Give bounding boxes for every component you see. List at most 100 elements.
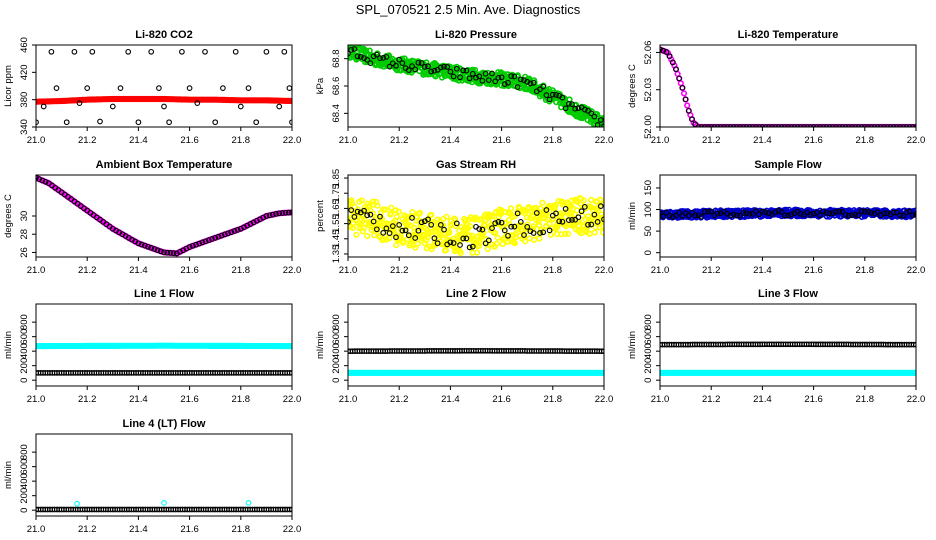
data-point — [437, 222, 444, 228]
y-tick-label: 28 — [19, 229, 30, 240]
data-point — [89, 48, 96, 55]
y-tick-label: 800 — [19, 314, 30, 330]
data-point — [117, 85, 124, 91]
data-point — [358, 197, 365, 204]
data-point — [791, 210, 798, 217]
data-point — [508, 73, 515, 79]
x-tick-label: 21.0 — [651, 265, 670, 276]
data-point — [680, 90, 688, 97]
data-point — [167, 250, 174, 256]
data-point — [912, 369, 916, 376]
data-point — [695, 212, 702, 219]
data-point — [429, 228, 436, 235]
data-point — [765, 210, 772, 217]
y-tick-label: 1.55 — [331, 214, 342, 233]
y-axis-label: ml/min — [627, 202, 638, 230]
panel-title: Line 1 Flow — [134, 288, 194, 300]
data-point — [194, 100, 201, 106]
data-point — [546, 220, 553, 227]
data-point — [383, 54, 390, 60]
data-point — [521, 232, 527, 238]
y-tick-label: 150 — [643, 180, 654, 196]
data-point — [444, 64, 451, 70]
data-point — [453, 220, 460, 227]
data-point — [549, 91, 556, 98]
y-tick-label: 0 — [643, 250, 654, 255]
plot-frame — [347, 303, 605, 387]
data-point — [746, 211, 753, 217]
x-tick-label: 22.0 — [595, 135, 614, 146]
data-point — [762, 209, 769, 215]
data-point — [740, 209, 747, 216]
x-tick-label: 21.0 — [339, 135, 358, 146]
data-marks — [36, 342, 292, 376]
data-point — [166, 119, 172, 126]
data-point — [228, 229, 235, 236]
data-series — [348, 46, 604, 127]
y-tick-label: 420 — [19, 64, 30, 80]
data-point — [591, 229, 598, 236]
data-point — [376, 220, 383, 227]
data-point — [588, 196, 595, 203]
data-point — [573, 207, 581, 214]
panel-title: Line 3 Flow — [758, 288, 818, 300]
y-axis-label: ml/min — [3, 331, 14, 359]
x-tick-label: 22.0 — [907, 394, 926, 405]
data-point — [231, 228, 238, 234]
x-tick-label: 21.2 — [390, 135, 409, 146]
data-point — [692, 121, 699, 127]
x-tick-label: 21.0 — [27, 394, 46, 405]
x-tick-label: 21.0 — [27, 524, 46, 535]
data-point — [666, 53, 673, 60]
data-point — [833, 208, 839, 215]
y-tick-label: 600 — [19, 329, 30, 345]
data-point — [39, 177, 46, 184]
x-tick-label: 21.2 — [702, 265, 721, 276]
y-tick-label: 600 — [19, 459, 30, 475]
y-axis-label: degrees C — [3, 194, 14, 238]
data-point — [364, 233, 371, 240]
data-point — [193, 241, 199, 248]
x-tick-label: 21.2 — [390, 394, 409, 405]
data-point — [861, 208, 868, 215]
data-point — [377, 55, 383, 61]
data-point — [539, 199, 546, 206]
data-point — [202, 238, 209, 245]
data-point — [836, 208, 843, 215]
data-point — [364, 57, 371, 63]
data-point — [511, 73, 518, 80]
data-point — [485, 77, 492, 83]
data-point — [196, 240, 203, 247]
data-point — [480, 230, 487, 237]
data-point — [348, 207, 355, 213]
data-point — [692, 212, 699, 219]
data-point — [666, 212, 673, 219]
data-point — [421, 64, 428, 70]
data-point — [138, 241, 145, 248]
y-axis-label: percent — [315, 200, 326, 232]
data-point — [689, 116, 695, 123]
data-point — [386, 63, 393, 70]
data-point — [913, 212, 916, 218]
data-point — [245, 85, 252, 91]
data-point — [348, 197, 355, 204]
data-point — [530, 223, 537, 230]
y-tick-label: 380 — [19, 92, 30, 108]
data-point — [553, 92, 559, 98]
x-tick-label: 21.0 — [651, 394, 670, 405]
data-marks — [36, 500, 292, 513]
data-point — [817, 212, 823, 219]
y-tick-label: 52.06 — [643, 41, 654, 65]
data-point — [443, 213, 450, 220]
data-point — [145, 243, 151, 250]
data-point — [890, 209, 897, 216]
data-point — [415, 59, 422, 66]
panel-title: Sample Flow — [754, 159, 822, 171]
x-tick-label: 21.2 — [78, 265, 97, 276]
data-point — [591, 211, 598, 218]
data-point — [441, 63, 447, 70]
data-point — [402, 227, 409, 234]
data-point — [450, 240, 457, 246]
data-point — [399, 60, 406, 66]
data-point — [492, 230, 499, 237]
